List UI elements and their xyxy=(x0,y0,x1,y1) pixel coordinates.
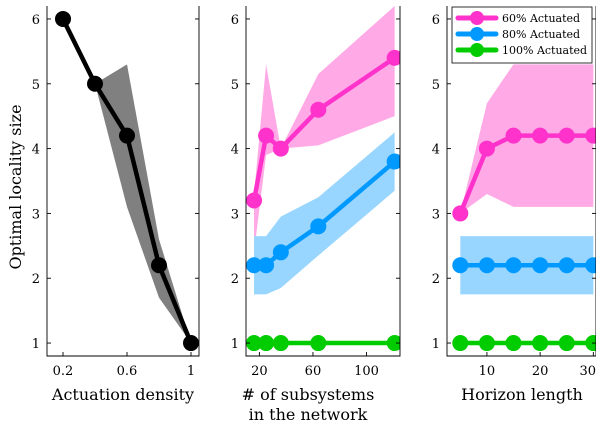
axes-box xyxy=(245,6,401,357)
point-80-actuated xyxy=(478,257,495,274)
y-tick-label: 3 xyxy=(432,207,440,222)
legend-label-100: 100% Actuated xyxy=(502,44,587,57)
point-80-actuated xyxy=(558,257,575,274)
x-tick-label: 10 xyxy=(479,364,496,379)
point-series xyxy=(119,127,135,144)
y-tick-label: 2 xyxy=(432,272,440,287)
y-tick-label: 1 xyxy=(432,337,440,352)
point-60-actuated xyxy=(258,127,275,144)
y-tick-label: 2 xyxy=(231,272,239,287)
y-axis-label: Optimal locality size xyxy=(6,104,25,269)
point-60-actuated xyxy=(558,127,575,144)
point-80-actuated xyxy=(585,257,596,274)
y-tick-label: 5 xyxy=(32,78,40,93)
x-tick-label: 0.6 xyxy=(117,364,138,379)
x-tick-label: 30 xyxy=(579,364,596,379)
legend-marker-100 xyxy=(470,43,484,57)
x-tick-label: 100 xyxy=(354,364,379,379)
y-tick-label: 5 xyxy=(231,78,239,93)
point-100-actuated xyxy=(452,335,469,352)
point-80-actuated xyxy=(386,153,400,170)
point-100-actuated xyxy=(585,335,596,352)
x-axis-label-subsystems-line2: in the network xyxy=(249,405,368,424)
point-60-actuated xyxy=(386,49,400,66)
point-100-actuated xyxy=(272,335,289,352)
y-tick-label: 1 xyxy=(32,337,40,352)
legend-label-80: 80% Actuated xyxy=(502,28,580,41)
y-tick-label: 4 xyxy=(231,143,239,158)
legend-label-60: 60% Actuated xyxy=(502,12,580,25)
point-100-actuated xyxy=(558,335,575,352)
y-tick-label: 1 xyxy=(231,337,239,352)
y-tick-label: 6 xyxy=(432,13,440,28)
point-80-actuated xyxy=(310,218,327,235)
point-80-actuated xyxy=(258,257,275,274)
y-tick-label: 2 xyxy=(32,272,40,287)
point-60-actuated xyxy=(532,127,549,144)
axes-box xyxy=(446,6,596,357)
y-tick-label: 3 xyxy=(231,207,239,222)
x-axis-label-actuation-density: Actuation density xyxy=(51,385,194,404)
panel-horizon-length: 1 2 3 4 5 6 10 20 30 xyxy=(432,6,596,379)
x-tick-label: 0.2 xyxy=(53,364,74,379)
point-100-actuated xyxy=(258,335,275,352)
legend-marker-80 xyxy=(470,27,484,41)
point-100-actuated xyxy=(478,335,495,352)
point-60-actuated xyxy=(505,127,522,144)
y-tick-label: 4 xyxy=(432,143,440,158)
point-series xyxy=(183,335,199,352)
x-tick-label: 20 xyxy=(251,364,268,379)
point-series xyxy=(55,10,71,27)
point-100-actuated xyxy=(310,335,327,352)
point-80-actuated xyxy=(505,257,522,274)
y-tick-label: 6 xyxy=(32,13,40,28)
y-tick-label: 6 xyxy=(231,13,239,28)
plot-area xyxy=(452,64,596,352)
point-100-actuated xyxy=(532,335,549,352)
plot-area xyxy=(55,10,199,352)
point-80-actuated xyxy=(452,257,469,274)
point-80-actuated xyxy=(246,257,263,274)
point-60-actuated xyxy=(246,192,263,209)
band-60-actuated xyxy=(460,64,594,214)
point-80-actuated xyxy=(272,244,289,261)
panel-actuation-density: 1 2 3 4 5 6 0.2 0.6 1 xyxy=(32,6,200,379)
point-100-actuated xyxy=(246,335,263,352)
point-series xyxy=(87,75,103,92)
point-60-actuated xyxy=(272,140,289,157)
x-tick-label: 20 xyxy=(532,364,549,379)
point-60-actuated xyxy=(452,205,469,222)
x-axis-label-horizon-length: Horizon length xyxy=(461,385,583,404)
y-tick-label: 5 xyxy=(432,78,440,93)
axes-box xyxy=(46,6,200,357)
legend-marker-60 xyxy=(470,11,484,25)
point-60-actuated xyxy=(310,101,327,118)
x-axis-label-subsystems-line1: # of subsystems xyxy=(242,385,375,404)
point-60-actuated xyxy=(478,140,495,157)
point-series xyxy=(151,257,167,274)
x-tick-label: 1 xyxy=(187,364,195,379)
band-80-actuated xyxy=(254,132,395,295)
panel-subsystems: 1 2 3 4 5 6 20 60 100 xyxy=(231,6,401,379)
y-tick-label: 4 xyxy=(32,143,40,158)
legend: 60% Actuated 80% Actuated 100% Actuated xyxy=(451,6,593,64)
y-tick-label: 3 xyxy=(32,207,40,222)
band-60-actuated xyxy=(254,6,395,253)
plot-area xyxy=(246,6,400,352)
point-100-actuated xyxy=(505,335,522,352)
point-80-actuated xyxy=(532,257,549,274)
point-60-actuated xyxy=(585,127,596,144)
point-100-actuated xyxy=(386,335,400,352)
x-tick-label: 60 xyxy=(305,364,322,379)
